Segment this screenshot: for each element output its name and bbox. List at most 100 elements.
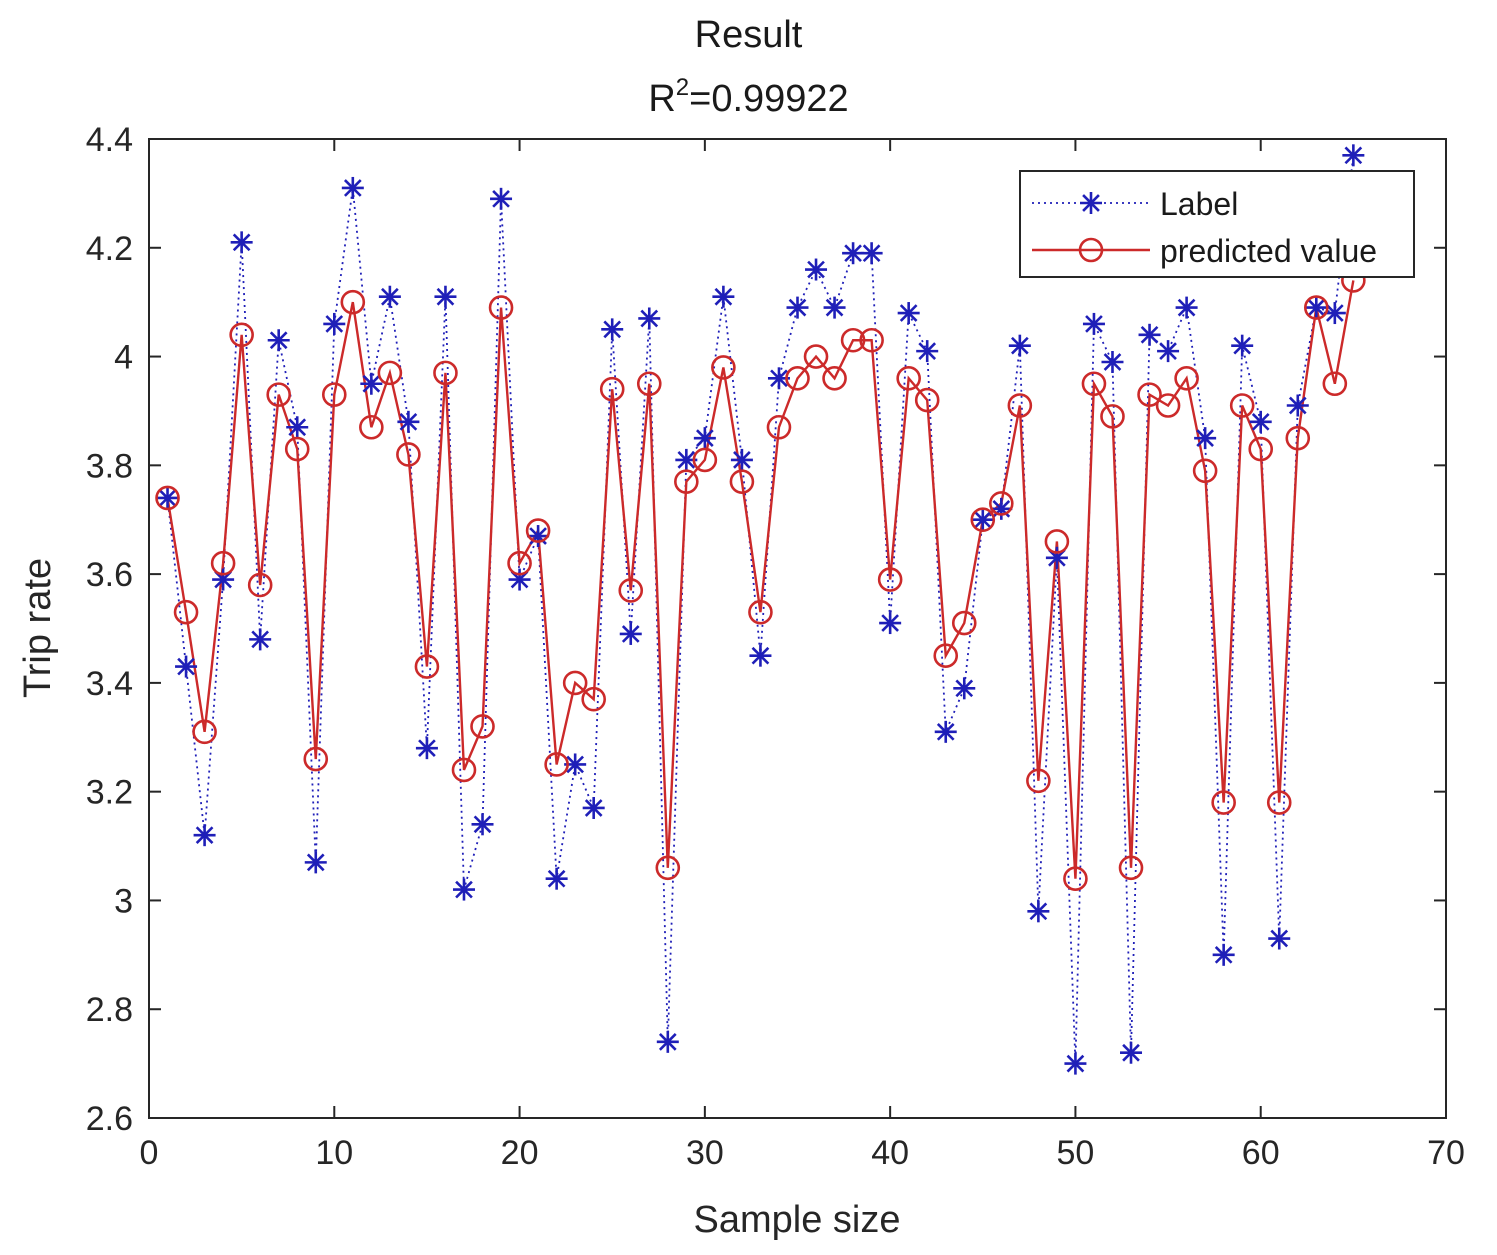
predicted-point bbox=[1322, 371, 1348, 397]
x-tick-label: 10 bbox=[315, 1134, 353, 1172]
predicted-point bbox=[1137, 382, 1162, 407]
predicted-point bbox=[1304, 295, 1329, 320]
label-point bbox=[1138, 323, 1161, 346]
label-point bbox=[360, 372, 383, 395]
label-point bbox=[749, 644, 772, 667]
y-axis-label: Trip rate bbox=[17, 558, 59, 698]
predicted-point bbox=[636, 371, 662, 397]
predicted-point bbox=[1285, 425, 1311, 451]
legend: Label predicted value bbox=[1019, 170, 1415, 278]
predicted-point bbox=[859, 327, 884, 353]
predicted-point bbox=[562, 670, 588, 696]
chart-title: Result bbox=[694, 14, 803, 56]
label-point bbox=[712, 285, 735, 308]
label-point bbox=[193, 824, 216, 847]
predicted-point bbox=[599, 376, 625, 402]
x-tick-label: 30 bbox=[686, 1134, 724, 1172]
label-point bbox=[971, 508, 994, 531]
label-point bbox=[1342, 144, 1365, 167]
plot-area-border bbox=[148, 138, 1447, 1119]
chart-subtitle: R2=0.99922 bbox=[0, 76, 1497, 121]
predicted-point bbox=[155, 485, 180, 511]
predicted-point bbox=[507, 550, 532, 576]
series-layer bbox=[155, 144, 1366, 1075]
label-point bbox=[1249, 410, 1272, 433]
predicted-point bbox=[803, 344, 829, 369]
y-tick-label: 4 bbox=[114, 339, 133, 377]
predicted-point bbox=[377, 360, 403, 386]
predicted-point bbox=[451, 757, 477, 783]
predicted-point bbox=[544, 752, 569, 777]
predicted-point bbox=[396, 442, 421, 467]
label-point bbox=[656, 1030, 679, 1053]
y-tick-label: 3 bbox=[114, 882, 133, 920]
predicted-point bbox=[785, 366, 810, 391]
y-tick-label: 3.8 bbox=[86, 447, 133, 485]
x-tick-label: 60 bbox=[1242, 1134, 1280, 1172]
predicted-point bbox=[933, 643, 959, 668]
subtitle-value: =0.99922 bbox=[689, 78, 849, 120]
label-point bbox=[323, 312, 346, 335]
label-point bbox=[953, 677, 976, 700]
predicted-point bbox=[748, 599, 773, 625]
predicted-point bbox=[1026, 768, 1051, 794]
label-point bbox=[1194, 427, 1217, 450]
x-axis-ticks: 0 10 20 30 40 50 60 70 bbox=[140, 139, 1465, 1172]
predicted-point bbox=[674, 469, 699, 494]
y-tick-label: 3.6 bbox=[86, 556, 133, 594]
predicted-point bbox=[340, 289, 366, 315]
predicted-point bbox=[766, 414, 792, 440]
label-point bbox=[175, 655, 198, 678]
label-point bbox=[1175, 296, 1198, 319]
x-tick-label: 40 bbox=[871, 1134, 909, 1172]
predicted-point bbox=[266, 382, 292, 407]
predicted-point bbox=[1266, 790, 1292, 815]
predicted-point bbox=[173, 599, 199, 625]
predicted-point bbox=[989, 491, 1014, 516]
label-point bbox=[452, 878, 475, 901]
label-point bbox=[1082, 312, 1105, 335]
label-point bbox=[471, 813, 494, 836]
predicted-point bbox=[1155, 393, 1181, 418]
subtitle-superscript: 2 bbox=[675, 74, 690, 101]
predicted-point bbox=[1248, 436, 1274, 462]
y-tick-label: 2.6 bbox=[86, 1100, 133, 1138]
label-point bbox=[582, 796, 605, 819]
predicted-point bbox=[951, 610, 977, 636]
y-tick-label: 2.8 bbox=[86, 991, 133, 1029]
subtitle-prefix: R bbox=[648, 78, 676, 120]
label-point bbox=[675, 448, 698, 471]
predicted-point bbox=[303, 746, 329, 772]
label-point bbox=[527, 525, 550, 548]
label-point bbox=[1027, 900, 1050, 923]
label-point bbox=[434, 285, 457, 308]
predicted-point bbox=[1063, 866, 1088, 891]
predicted-point bbox=[525, 518, 551, 543]
label-point bbox=[267, 329, 290, 352]
label-point bbox=[805, 258, 828, 281]
predicted-point bbox=[433, 360, 458, 386]
label-point bbox=[916, 340, 939, 363]
x-axis-label: Sample size bbox=[694, 1199, 901, 1241]
y-tick-label: 4.4 bbox=[86, 121, 133, 159]
predicted-point bbox=[1174, 366, 1199, 391]
label-point bbox=[286, 416, 309, 439]
predicted-point bbox=[247, 572, 273, 598]
predicted-point bbox=[1211, 790, 1236, 815]
label-point bbox=[230, 231, 253, 254]
label-point bbox=[601, 318, 624, 341]
label-point bbox=[1008, 334, 1031, 357]
predicted-point bbox=[692, 447, 718, 473]
legend-predicted-text: predicted value bbox=[1160, 233, 1377, 269]
predicted-point bbox=[488, 295, 514, 320]
predicted-point bbox=[1007, 393, 1033, 418]
label-point bbox=[1286, 394, 1309, 417]
predicted-point bbox=[1044, 529, 1070, 554]
label-point bbox=[1268, 927, 1291, 950]
predicted-point bbox=[729, 469, 755, 494]
label-point bbox=[897, 302, 920, 325]
x-tick-label: 0 bbox=[140, 1134, 159, 1172]
axes-frame bbox=[148, 138, 1447, 1119]
predicted-point bbox=[840, 327, 866, 353]
predicted-point bbox=[192, 719, 217, 745]
